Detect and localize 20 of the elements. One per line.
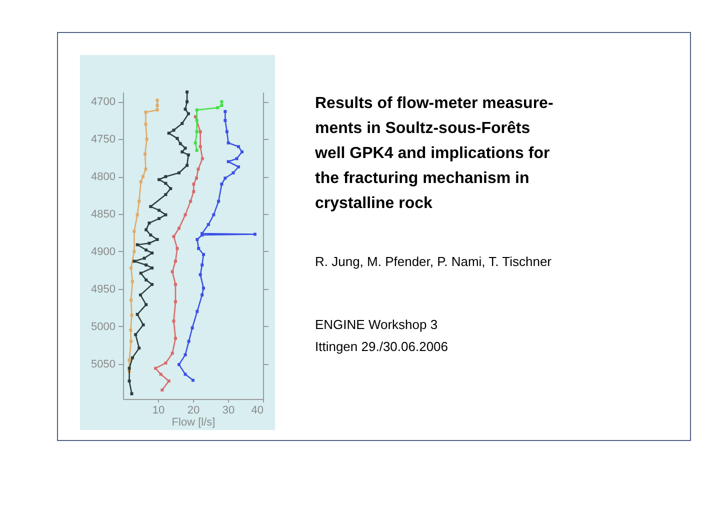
line-series [194,100,224,152]
x-axis-title: Flow [l/s] [172,416,216,428]
y-tick-label: 4700 [91,96,116,108]
y-tick-label: 5050 [91,358,116,370]
y-tick-label: 4750 [91,134,116,146]
line-series [154,115,204,392]
y-tick-label: 4850 [91,208,116,221]
x-tick-label: 20 [187,404,200,416]
text: Results of flow-meter measure- ments in Soultz-sous-Forêts well GPK4 and implications for the fracturing mechanism in crystalline rock [315,94,554,214]
y-tick-label: 4800 [91,171,116,184]
y-tick-label: 4950 [91,283,116,296]
x-tick-label: 40 [251,404,264,416]
x-tick-label: 10 [152,404,165,416]
y-tick-label: 5000 [91,320,116,333]
text: Ittingen 29./30.06.2006 [315,338,448,356]
text: R. Jung, M. Pfender, P. Nami, T. Tischner [315,254,552,269]
x-tick-label: 30 [222,404,235,416]
text: ENGINE Workshop 3 [315,316,439,334]
y-tick-label: 4900 [91,246,116,258]
line-series [128,90,190,396]
